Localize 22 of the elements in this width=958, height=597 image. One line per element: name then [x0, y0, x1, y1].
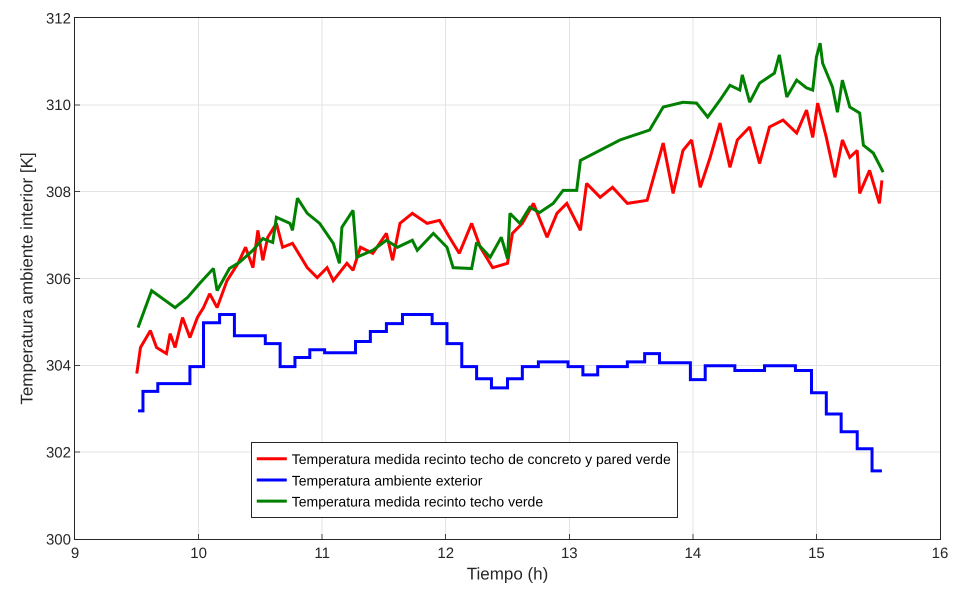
x-axis-title: Tiempo (h)	[466, 564, 548, 584]
x-tick-label: 12	[437, 545, 454, 562]
legend-label: Temperatura medida recinto techo verde	[292, 494, 544, 510]
y-tick-label: 312	[46, 10, 71, 28]
legend-label: Temperatura ambiente exterior	[292, 472, 483, 488]
line-series	[136, 42, 885, 330]
x-tick-label: 10	[190, 545, 207, 562]
y-tick-label: 302	[46, 444, 71, 462]
x-tick-label: 9	[70, 545, 80, 562]
y-tick-label: 308	[46, 184, 71, 201]
y-tick-label: 304	[46, 358, 71, 375]
y-tick-label: 300	[46, 531, 71, 548]
x-tick-label: 11	[314, 545, 330, 562]
y-tick-label: 306	[46, 270, 71, 288]
line-series	[135, 102, 884, 376]
x-tick-label: 16	[932, 545, 948, 562]
x-tick-label: 15	[808, 545, 825, 562]
x-tick-label: 14	[684, 545, 702, 562]
y-axis-title: Temperatura ambiente interior [K]	[18, 152, 37, 405]
y-tick-label: 310	[46, 97, 71, 114]
legend-label: Temperatura medida recinto techo de concreto y pared verde	[292, 451, 671, 468]
x-tick-label: 13	[560, 545, 578, 562]
